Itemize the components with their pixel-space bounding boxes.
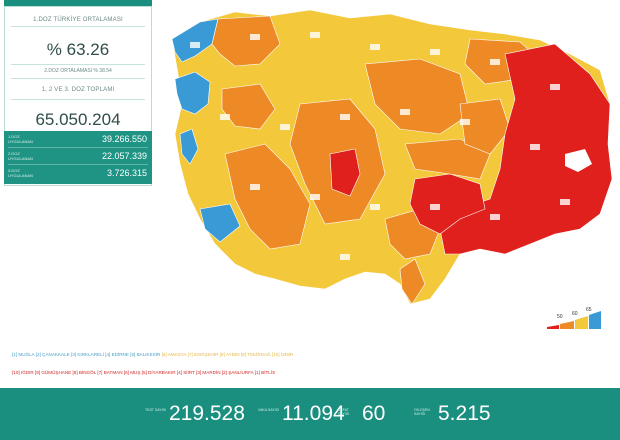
- province-label: [250, 34, 260, 40]
- divider: [11, 64, 145, 65]
- province-label: [280, 124, 290, 130]
- province-labels: [190, 32, 570, 260]
- test-count-label: TEST SAYISI: [145, 408, 166, 412]
- lowest-provinces-yellow: [6] AMASYA [7] ESKİŞEHİR [8] AYDIN [9] T…: [160, 352, 294, 357]
- region-blue-izmir: [179, 128, 199, 165]
- province-label: [490, 214, 500, 220]
- region-blue-thrace: [171, 18, 219, 63]
- divider: [11, 99, 145, 100]
- region-blue-mugla: [199, 203, 241, 243]
- dose-breakdown-box: 1.DOZ UYGULANAN 39.266.550 2.DOZ UYGULAN…: [4, 131, 152, 184]
- province-label: [340, 114, 350, 120]
- legend-orange: [560, 321, 574, 329]
- region-orange-marmara-south: [221, 83, 276, 130]
- province-label: [370, 204, 380, 210]
- region-orange-east: [459, 98, 511, 155]
- province-label: [490, 59, 500, 65]
- legend-value: 60: [572, 311, 578, 317]
- dose-label: 3.DOZ UYGULANAN: [8, 168, 33, 178]
- province-label: [430, 204, 440, 210]
- province-label: [190, 42, 200, 48]
- divider: [11, 78, 145, 79]
- legend-blue: [589, 311, 601, 329]
- province-label: [530, 144, 540, 150]
- stats-top-strip: [4, 0, 152, 7]
- first-dose-label: 1.DOZ TÜRKİYE ORTALAMASI: [33, 17, 123, 23]
- province-label: [250, 184, 260, 190]
- total-doses-label: 1, 2 VE 3. DOZ TOPLAMI: [41, 87, 115, 93]
- legend-value: 50: [557, 314, 563, 320]
- region-blue-canakkale-balikesir: [174, 71, 211, 115]
- death-count-value: 60: [362, 402, 386, 425]
- dose-label: 2.DOZ UYGULANAN: [8, 151, 33, 161]
- province-label: [550, 84, 560, 90]
- province-label: [560, 199, 570, 205]
- highest-vaccination-provinces: [10] IĞDIR [9] GÜMÜŞHANE [8] BİNGÖL [7] …: [12, 370, 276, 375]
- death-count-label: VEFAT SAYISI: [338, 408, 350, 416]
- province-label: [430, 49, 440, 55]
- dose-value: 22.057.339: [101, 151, 147, 161]
- second-dose-label: 2.DOZ ORTALAMASI % 38.54: [44, 68, 112, 74]
- total-doses-value: 65.050.204: [35, 110, 121, 129]
- province-label: [340, 254, 350, 260]
- region-orange-hatay: [399, 258, 426, 305]
- dose-value: 39.266.550: [101, 134, 147, 144]
- region-red-southeast-west: [409, 173, 486, 235]
- case-count-value: 11.094: [282, 402, 345, 425]
- region-orange-southwest: [224, 143, 311, 250]
- legend-wedge: [547, 311, 601, 329]
- dose-label: 1.DOZ UYGULANAN: [8, 134, 33, 144]
- daily-stats-bar: TEST SAYISI 219.528 VAKA SAYISI 11.094 V…: [0, 388, 620, 440]
- legend-yellow: [575, 316, 588, 329]
- region-orange-north-central: [364, 58, 471, 135]
- region-orange-east-central: [404, 138, 491, 180]
- lowest-provinces-blue: [1] MUĞLA [2] ÇANAKKALE [3] KIRKLARELİ […: [12, 352, 161, 357]
- province-label: [370, 44, 380, 50]
- legend-red: [547, 325, 559, 329]
- divider: [11, 26, 145, 27]
- province-label: [460, 119, 470, 125]
- province-label: [400, 109, 410, 115]
- legend-value: 65: [586, 307, 592, 313]
- test-count-value: 219.528: [169, 402, 245, 425]
- turkey-vaccination-map: [171, 9, 613, 305]
- dose-row: 2.DOZ UYGULANAN 22.057.339: [4, 148, 152, 165]
- province-label: [220, 114, 230, 120]
- region-orange-northwest: [211, 15, 281, 67]
- map-legend: 50 60 65: [545, 305, 603, 336]
- recovered-count-value: 5.215: [438, 402, 491, 425]
- region-red-konya-central: [329, 148, 361, 197]
- dose-row: 1.DOZ UYGULANAN 39.266.550: [4, 131, 152, 148]
- dose-value: 3.726.315: [106, 168, 147, 178]
- lowest-vaccination-provinces: [1] MUĞLA [2] ÇANAKKALE [3] KIRKLARELİ […: [12, 352, 612, 357]
- divider: [8, 164, 148, 165]
- dose-row: 3.DOZ UYGULANAN 3.726.315: [4, 165, 152, 182]
- first-dose-value: % 63.26: [46, 40, 110, 59]
- recovered-count-label: İYILEŞEN SAYISI: [414, 408, 430, 416]
- province-label: [310, 32, 320, 38]
- divider: [8, 147, 148, 148]
- case-count-label: VAKA SAYISI: [258, 408, 279, 412]
- province-label: [310, 194, 320, 200]
- lake-van: [565, 149, 592, 172]
